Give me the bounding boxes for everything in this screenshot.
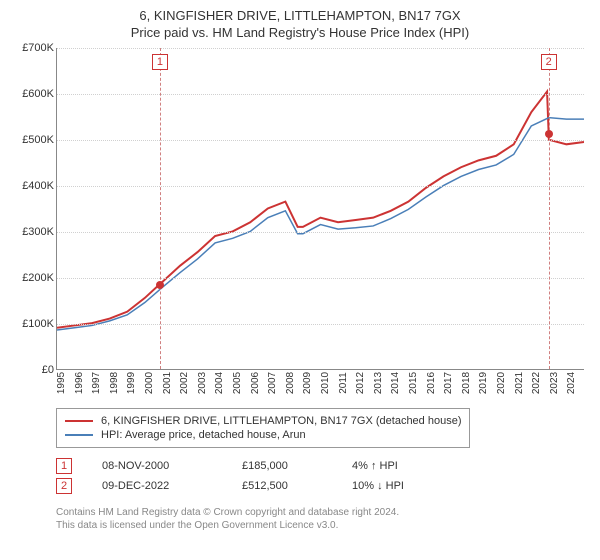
x-axis-label: 2023 [549,372,560,394]
legend-row: 6, KINGFISHER DRIVE, LITTLEHAMPTON, BN17… [65,415,461,427]
gridline [57,94,584,95]
x-axis-label: 1998 [109,372,120,394]
marker-label: 2 [541,54,557,70]
x-axis-label: 1997 [91,372,102,394]
title-block: 6, KINGFISHER DRIVE, LITTLEHAMPTON, BN17… [10,8,590,40]
footer-line-2: This data is licensed under the Open Gov… [56,519,590,532]
transaction-marker-ref: 2 [56,478,72,494]
line-series-svg [57,48,584,369]
transaction-row: 2 09-DEC-2022 £512,500 10% ↓ HPI [56,478,590,494]
x-axis-label: 2024 [566,372,577,394]
transaction-date: 09-DEC-2022 [102,480,212,492]
y-axis-label: £600K [10,88,54,100]
chart-title: 6, KINGFISHER DRIVE, LITTLEHAMPTON, BN17… [10,8,590,23]
legend-swatch [65,434,93,436]
transaction-row: 1 08-NOV-2000 £185,000 4% ↑ HPI [56,458,590,474]
gridline [57,186,584,187]
x-axis-label: 2006 [250,372,261,394]
x-axis-label: 1996 [74,372,85,394]
y-axis-label: £200K [10,272,54,284]
transaction-date: 08-NOV-2000 [102,460,212,472]
x-axis-label: 2000 [144,372,155,394]
legend-row: HPI: Average price, detached house, Arun [65,429,461,441]
x-axis-label: 2020 [496,372,507,394]
gridline [57,140,584,141]
y-axis-label: £300K [10,226,54,238]
chart-area: 12 £0£100K£200K£300K£400K£500K£600K£700K… [10,44,590,402]
x-axis-label: 2022 [531,372,542,394]
series-line-price_paid [57,92,584,328]
x-axis-label: 2005 [232,372,243,394]
transaction-price: £185,000 [242,460,322,472]
marker-label: 1 [152,54,168,70]
x-axis-label: 2008 [285,372,296,394]
transaction-marker-ref: 1 [56,458,72,474]
y-axis-label: £0 [10,364,54,376]
x-axis-label: 2003 [197,372,208,394]
legend-label: 6, KINGFISHER DRIVE, LITTLEHAMPTON, BN17… [101,415,461,427]
x-axis-label: 2001 [162,372,173,394]
transactions-table: 1 08-NOV-2000 £185,000 4% ↑ HPI 2 09-DEC-2022… [56,458,590,494]
x-axis-label: 2009 [302,372,313,394]
transaction-diff: 10% ↓ HPI [352,480,404,492]
marker-dot [545,130,553,138]
plot-area: 12 [56,48,584,370]
x-axis-label: 2002 [179,372,190,394]
marker-dot [156,281,164,289]
y-axis-label: £100K [10,318,54,330]
gridline [57,324,584,325]
x-axis-label: 2018 [461,372,472,394]
x-axis-label: 2019 [478,372,489,394]
legend-label: HPI: Average price, detached house, Arun [101,429,306,441]
x-axis-label: 2021 [514,372,525,394]
x-axis-label: 2013 [373,372,384,394]
y-axis-label: £400K [10,180,54,192]
x-axis-label: 1999 [126,372,137,394]
legend-swatch [65,420,93,422]
y-axis-label: £500K [10,134,54,146]
transaction-diff: 4% ↑ HPI [352,460,398,472]
x-axis-label: 2015 [408,372,419,394]
y-axis-label: £700K [10,42,54,54]
x-axis-label: 2007 [267,372,278,394]
marker-line [549,48,550,369]
gridline [57,278,584,279]
footer-attribution: Contains HM Land Registry data © Crown c… [56,506,590,532]
gridline [57,232,584,233]
gridline [57,48,584,49]
chart-subtitle: Price paid vs. HM Land Registry's House … [10,25,590,40]
x-axis-label: 2010 [320,372,331,394]
x-axis-label: 2016 [426,372,437,394]
x-axis-label: 2017 [443,372,454,394]
marker-line [160,48,161,369]
legend-box: 6, KINGFISHER DRIVE, LITTLEHAMPTON, BN17… [56,408,470,448]
x-axis-label: 1995 [56,372,67,394]
footer-line-1: Contains HM Land Registry data © Crown c… [56,506,590,519]
transaction-price: £512,500 [242,480,322,492]
x-axis-label: 2011 [338,372,349,394]
chart-container: 6, KINGFISHER DRIVE, LITTLEHAMPTON, BN17… [0,0,600,560]
x-axis-label: 2012 [355,372,366,394]
x-axis-label: 2014 [390,372,401,394]
x-axis-label: 2004 [214,372,225,394]
